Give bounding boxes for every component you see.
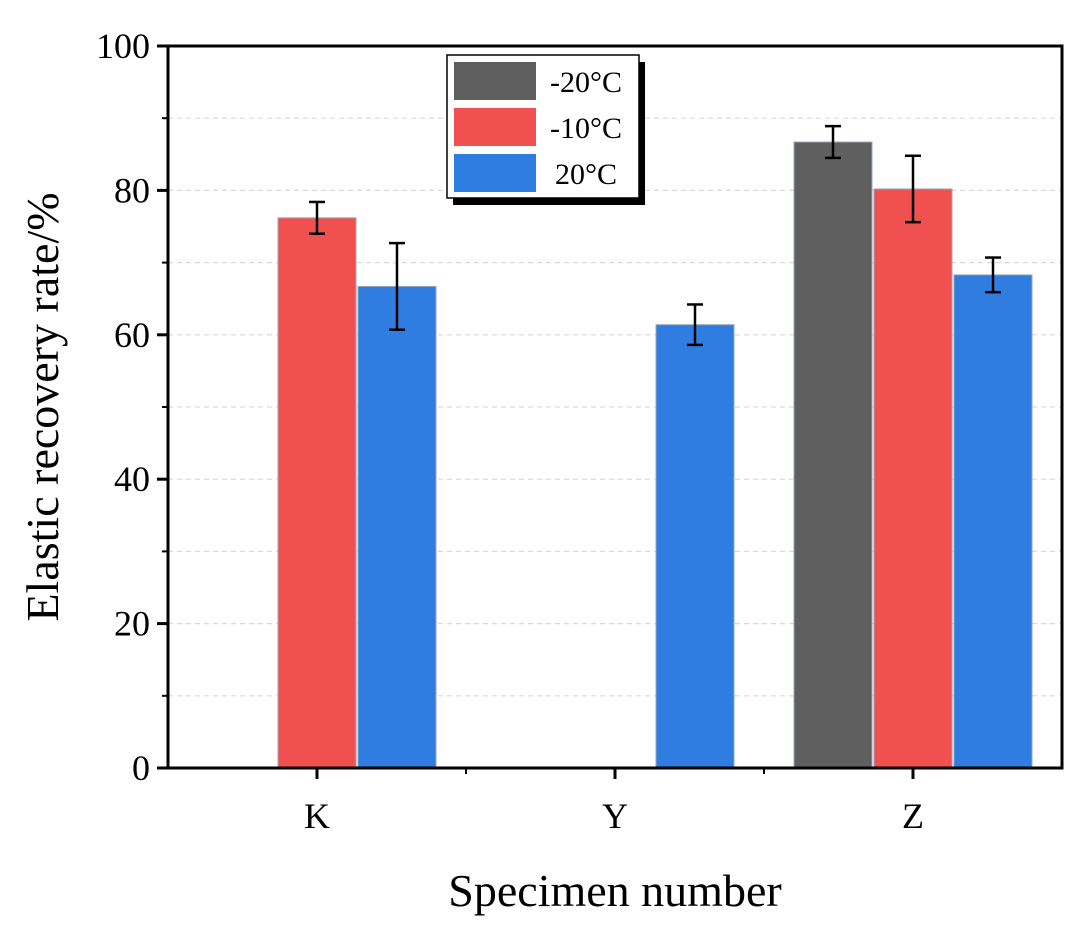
x-axis-title: Specimen number: [448, 865, 781, 916]
y-tick-label: 0: [132, 748, 150, 788]
x-tick-label: Z: [902, 796, 924, 836]
y-tick-label: 60: [114, 315, 150, 355]
bar: [793, 141, 873, 769]
axis-ticks: 0 20 40 60 80 100 K Y Z: [96, 26, 924, 836]
y-axis-title: Elastic recovery rate/%: [17, 192, 68, 621]
bar: [873, 188, 953, 769]
bar: [953, 274, 1033, 769]
legend: -20°C -10°C 20°C: [446, 54, 645, 205]
bar: [277, 217, 357, 769]
legend-swatch: [454, 62, 536, 100]
error-bars: [309, 124, 1001, 347]
legend-label: -20°C: [550, 66, 622, 99]
legend-swatch: [454, 108, 536, 146]
y-tick-label: 100: [96, 26, 150, 66]
legend-label: 20°C: [555, 158, 617, 191]
legend-label: -10°C: [550, 112, 622, 145]
x-tick-label: Y: [602, 796, 628, 836]
y-tick-label: 40: [114, 459, 150, 499]
x-tick-label: K: [304, 796, 330, 836]
bars: [277, 141, 1033, 769]
y-tick-label: 20: [114, 604, 150, 644]
bar: [357, 285, 437, 769]
bar: [655, 324, 735, 769]
legend-swatch: [454, 154, 536, 192]
y-tick-label: 80: [114, 170, 150, 210]
